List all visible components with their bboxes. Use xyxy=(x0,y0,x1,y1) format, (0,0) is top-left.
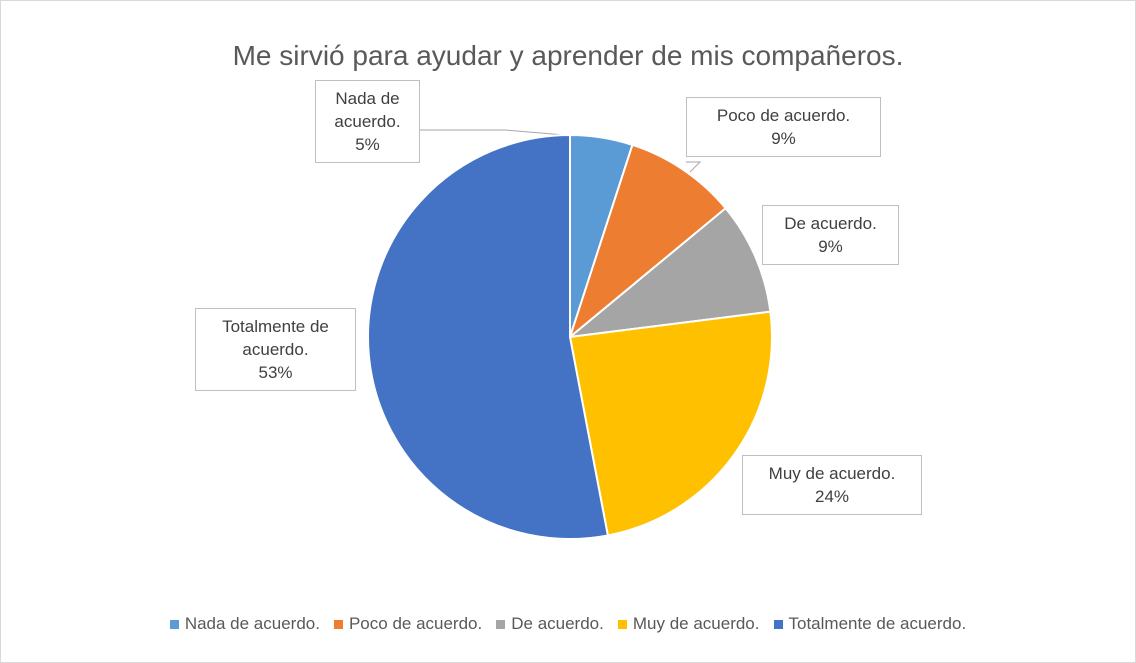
data-label-value: 24% xyxy=(814,487,850,506)
data-label: Totalmente de acuerdo. 53% xyxy=(195,308,356,391)
legend-text: De acuerdo. xyxy=(511,614,604,633)
data-label-category: Totalmente de acuerdo. xyxy=(222,317,329,359)
pie-slice xyxy=(566,206,772,339)
data-label: Poco de acuerdo. 9% xyxy=(686,97,881,157)
legend-item: Nada de acuerdo. xyxy=(169,614,320,634)
data-label-value: 9% xyxy=(771,129,796,148)
legend-text: Nada de acuerdo. xyxy=(184,614,320,633)
data-label: Muy de acuerdo. 24% xyxy=(742,455,922,515)
data-label-value: 9% xyxy=(818,237,843,256)
legend-item: De acuerdo. xyxy=(496,614,604,634)
legend-text: Totalmente de acuerdo. xyxy=(788,614,967,633)
data-label-category: De acuerdo. xyxy=(784,214,877,233)
data-label: De acuerdo. 9% xyxy=(762,205,899,265)
pie-slice xyxy=(567,143,728,340)
legend-swatch xyxy=(169,619,179,629)
data-label-value: 5% xyxy=(355,135,380,154)
data-label: Nada de acuerdo. 5% xyxy=(315,80,420,163)
legend-swatch xyxy=(333,619,343,629)
legend: Nada de acuerdo. Poco de acuerdo. De acuer… xyxy=(0,614,1136,634)
data-label-category: Muy de acuerdo. xyxy=(768,464,896,483)
data-label-value: 53% xyxy=(258,363,293,382)
legend-item: Muy de acuerdo. xyxy=(617,614,760,634)
pie-slice xyxy=(367,133,610,540)
legend-text: Muy de acuerdo. xyxy=(632,614,760,633)
data-label-category: Poco de acuerdo. xyxy=(716,106,851,125)
legend-swatch xyxy=(617,619,627,629)
data-label-category: Nada de acuerdo. xyxy=(334,89,401,131)
legend-item: Poco de acuerdo. xyxy=(333,614,483,634)
legend-item: Totalmente de acuerdo. xyxy=(773,614,967,634)
leader-line xyxy=(686,161,702,173)
legend-swatch xyxy=(773,619,783,629)
legend-swatch xyxy=(496,619,506,629)
chart-title: Me sirvió para ayudar y aprender de mis … xyxy=(232,40,904,71)
legend-text: Poco de acuerdo. xyxy=(348,614,483,633)
pie-slice xyxy=(568,310,773,537)
